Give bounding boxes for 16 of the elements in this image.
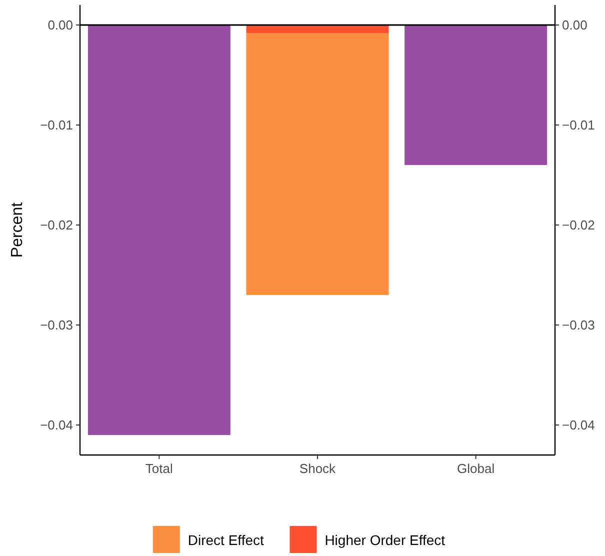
y2-tick-label: −0.04 [562,418,595,433]
x-tick-label: Shock [299,461,336,476]
y-axis-title: Percent [9,202,26,258]
y-tick-label: −0.02 [40,218,73,233]
y-tick-label: 0.00 [48,18,73,33]
y2-tick-label: −0.01 [562,118,595,133]
y-tick-label: −0.03 [40,318,73,333]
y2-tick-label: −0.03 [562,318,595,333]
y2-tick-label: 0.00 [562,18,588,33]
y-tick-label: −0.01 [40,118,73,133]
x-tick-label: Global [457,461,495,476]
x-tick-label: Total [145,461,174,476]
y-tick-label: −0.04 [40,418,73,433]
y2-tick-label: −0.02 [562,218,595,233]
legend-label: Direct Effect [188,532,264,548]
legend-label: Higher Order Effect [324,532,446,548]
